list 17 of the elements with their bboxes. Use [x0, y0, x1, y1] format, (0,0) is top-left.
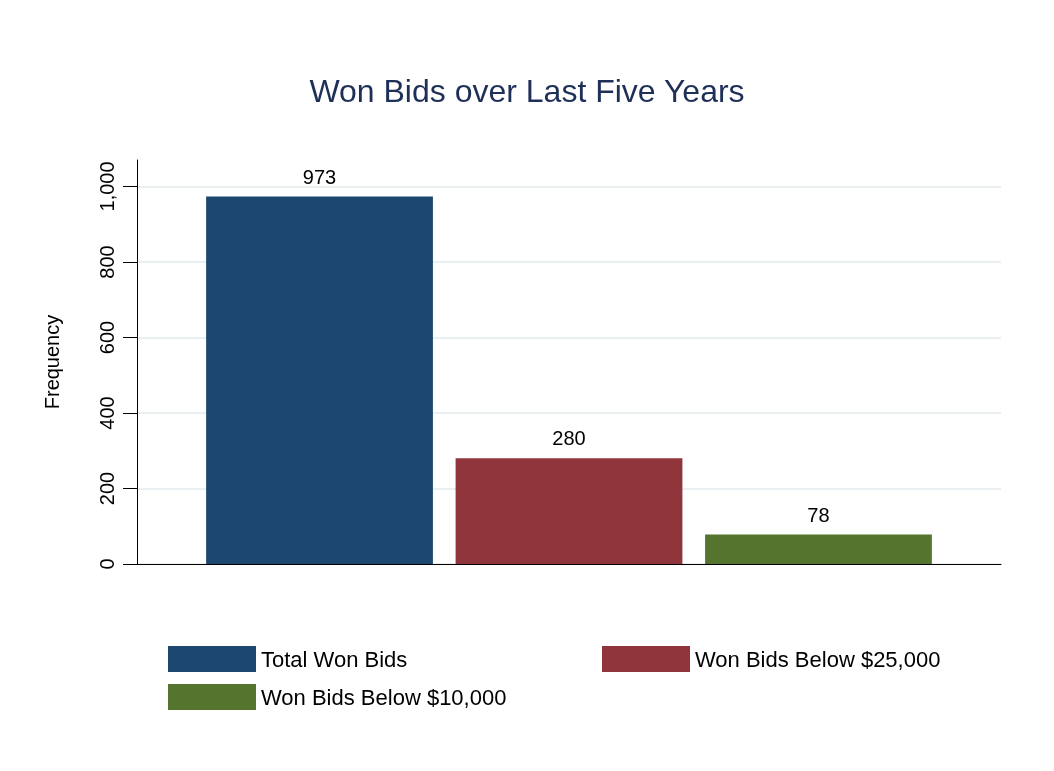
legend-label: Won Bids Below $25,000	[695, 646, 941, 672]
data-label: 78	[807, 503, 830, 526]
y-tick-label: 400	[96, 396, 118, 430]
y-tick-label: 200	[96, 471, 118, 506]
y-tick-label: 600	[96, 320, 118, 355]
bar	[705, 534, 932, 564]
y-tick-label: 1,000	[96, 161, 118, 212]
bar	[206, 196, 433, 564]
legend-label: Won Bids Below $10,000	[261, 684, 507, 710]
y-axis-title: Frequency	[41, 314, 63, 410]
y-tick-label: 0	[96, 558, 118, 570]
chart-title: Won Bids over Last Five Years	[309, 73, 745, 109]
data-label: 280	[552, 427, 586, 450]
data-label: 973	[302, 165, 337, 188]
legend-label: Total Won Bids	[261, 646, 408, 672]
y-tick-label: 800	[96, 245, 118, 279]
bar	[455, 458, 683, 564]
